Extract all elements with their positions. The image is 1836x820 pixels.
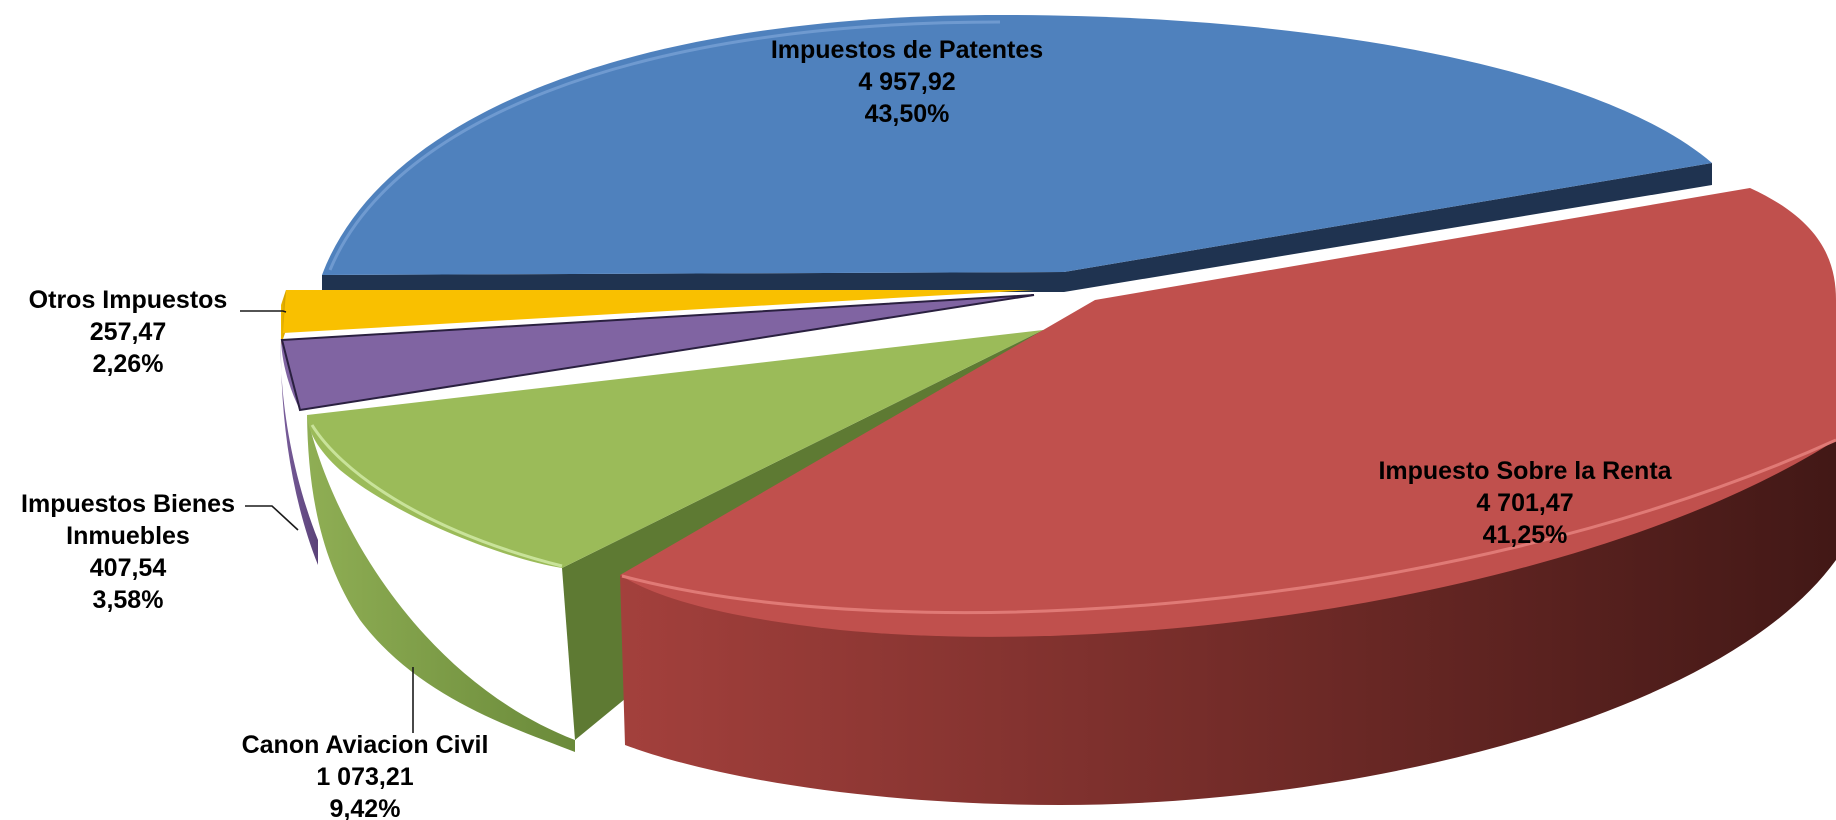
label-inmuebles-name-line2: Inmuebles <box>66 522 190 550</box>
slice-inmuebles-side <box>280 340 318 565</box>
label-renta-name: Impuesto Sobre la Renta <box>1378 457 1672 485</box>
slice-canon-top <box>307 330 1043 568</box>
slice-impuesto-sobre-la-renta <box>620 188 1836 805</box>
label-canon-percent: 9,42% <box>330 795 401 820</box>
slice-patentes-top <box>322 15 1712 275</box>
label-impuestos-de-patentes: Impuestos de Patentes 4 957,92 43,50% <box>771 36 1043 128</box>
slice-renta-highlight <box>621 438 1836 615</box>
slice-renta-top <box>620 188 1836 637</box>
slice-otros-impuestos <box>281 290 1034 345</box>
label-otros-percent: 2,26% <box>93 350 164 378</box>
label-canon-name: Canon Aviacion Civil <box>242 731 489 759</box>
label-inmuebles-percent: 3,58% <box>93 586 164 614</box>
label-patentes-name: Impuestos de Patentes <box>771 36 1043 64</box>
leader-inmuebles <box>245 505 299 531</box>
label-impuesto-sobre-la-renta: Impuesto Sobre la Renta 4 701,47 41,25% <box>1378 457 1672 549</box>
label-otros-value: 257,47 <box>90 318 166 346</box>
label-impuestos-bienes-inmuebles: Impuestos Bienes Inmuebles 407,54 3,58% <box>21 490 235 614</box>
label-patentes-percent: 43,50% <box>865 100 950 128</box>
label-otros-impuestos: Otros Impuestos 257,47 2,26% <box>29 286 228 378</box>
label-canon-aviacion-civil: Canon Aviacion Civil 1 073,21 9,42% <box>242 731 489 820</box>
slice-inmuebles-edge <box>280 294 1035 412</box>
leader-otros <box>240 310 287 313</box>
slice-patentes-highlight <box>328 20 1001 271</box>
slice-canon-outer-side <box>307 415 575 752</box>
label-otros-name: Otros Impuestos <box>29 286 228 314</box>
label-patentes-value: 4 957,92 <box>858 68 955 96</box>
label-renta-percent: 41,25% <box>1483 521 1568 549</box>
label-inmuebles-name-line1: Impuestos Bienes <box>21 490 235 518</box>
slice-patentes-side <box>322 163 1712 292</box>
label-renta-value: 4 701,47 <box>1476 489 1573 517</box>
label-inmuebles-value: 407,54 <box>90 554 167 582</box>
slice-impuestos-bienes-inmuebles <box>280 294 1035 565</box>
slice-otros-top <box>283 290 1034 333</box>
label-canon-value: 1 073,21 <box>316 763 413 791</box>
slice-canon-highlight <box>310 424 563 568</box>
slice-impuestos-de-patentes <box>322 15 1712 292</box>
